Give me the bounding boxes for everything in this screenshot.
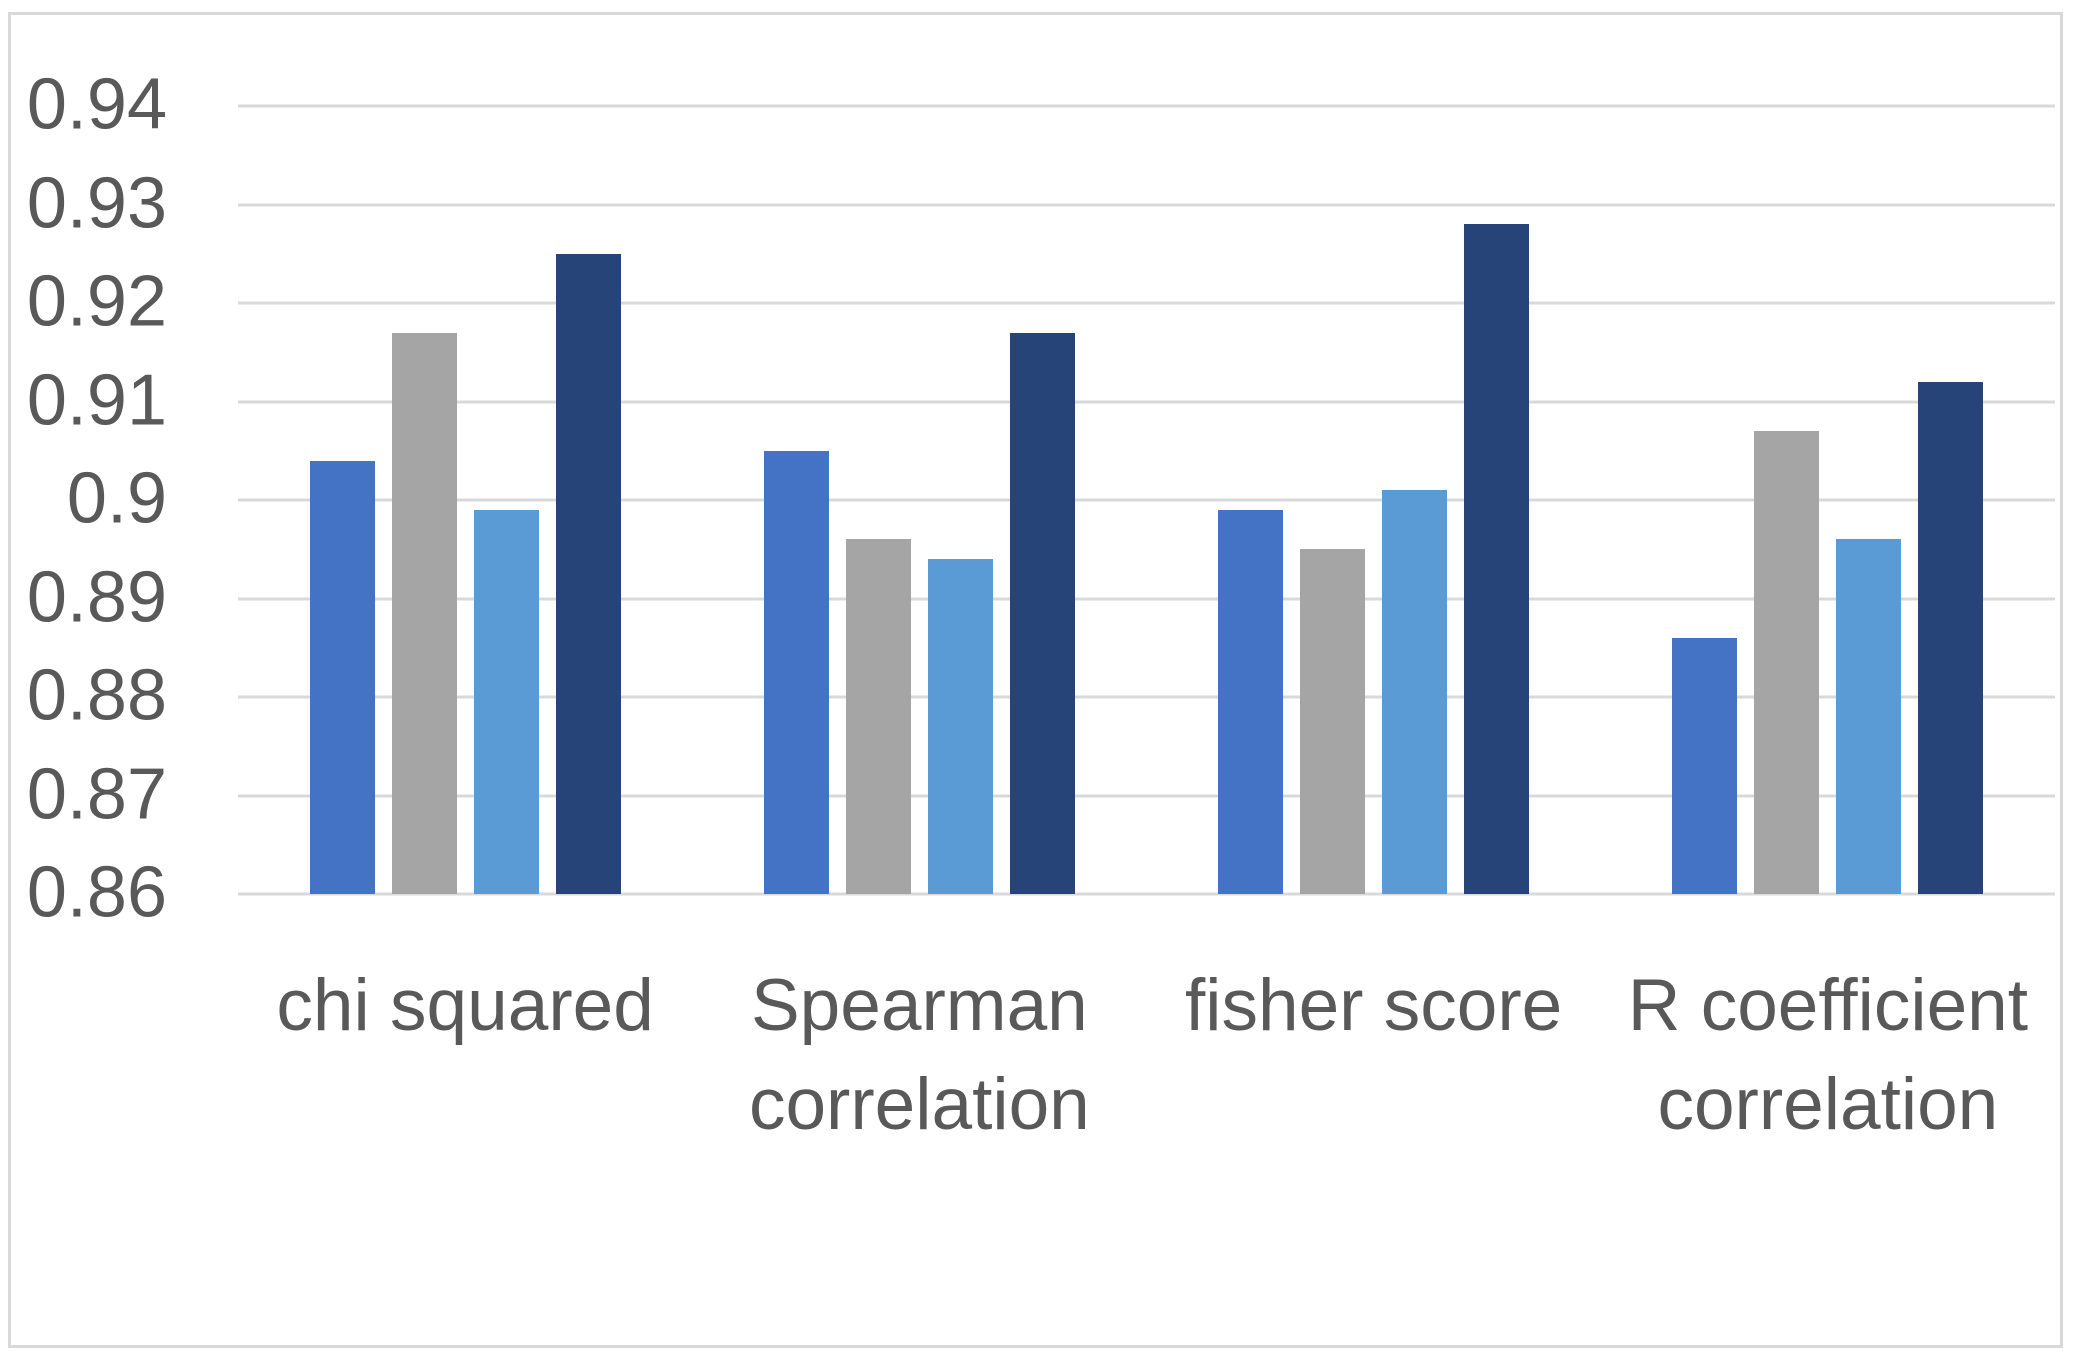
y-axis-tick-label: 0.94 <box>26 64 167 145</box>
bar-r-coefficient-correlation-series1 <box>1672 637 1738 894</box>
y-axis-tick-label: 0.91 <box>26 359 167 440</box>
bar-chi-squared-series3 <box>473 509 539 894</box>
y-axis: 0.94 0.93 0.92 0.91 0.9 0.89 0.88 0.87 0.86 <box>11 15 2060 1345</box>
bar-spearman-correlation-series4 <box>1009 332 1075 894</box>
y-axis-tick-label: 0.9 <box>66 458 167 539</box>
x-axis: chi squared Spearman correlation fisher sco… <box>11 15 2060 1345</box>
y-axis-tick-label: 0.93 <box>26 162 167 243</box>
bar-fisher-score-series3 <box>1382 490 1448 894</box>
x-axis-category-label: fisher score <box>1147 956 1601 1055</box>
gridline <box>238 695 2055 699</box>
gridline <box>238 498 2055 502</box>
y-axis-tick-label: 0.88 <box>26 655 167 736</box>
bar-chi-squared-series2 <box>391 332 457 894</box>
gridline <box>238 203 2055 206</box>
bar-fisher-score-series2 <box>1300 549 1366 894</box>
x-axis-category-label-line: R coefficient <box>1627 965 2029 1046</box>
gridline <box>238 597 2055 600</box>
chart-frame: 0.94 0.93 0.92 0.91 0.9 0.89 0.88 0.87 0.86 chi … <box>8 12 2063 1348</box>
y-axis-tick-label: 0.89 <box>26 556 167 637</box>
bar-spearman-correlation-series1 <box>763 450 829 894</box>
bar-fisher-score-series4 <box>1464 224 1530 894</box>
bar-r-coefficient-correlation-series4 <box>1918 381 1984 894</box>
x-axis-category-label-line: correlation <box>748 1064 1090 1145</box>
bar-chi-squared-series1 <box>309 460 375 894</box>
bar-chi-squared-series4 <box>555 253 621 894</box>
gridline <box>238 301 2055 305</box>
bar-r-coefficient-correlation-series2 <box>1754 431 1820 894</box>
x-axis-category-label-line: chi squared <box>276 965 654 1046</box>
bar-spearman-correlation-series2 <box>845 539 911 894</box>
gridline <box>238 892 2055 896</box>
bar-fisher-score-series1 <box>1218 509 1284 894</box>
x-axis-category-label-line: Spearman <box>750 965 1088 1046</box>
plot-area <box>238 104 2055 896</box>
y-axis-tick-label: 0.86 <box>26 852 167 933</box>
gridline <box>238 794 2055 797</box>
x-axis-category-label-line: fisher score <box>1184 965 1563 1046</box>
x-axis-category-label-line: correlation <box>1657 1064 1999 1145</box>
y-axis-tick-label: 0.92 <box>26 261 167 342</box>
bar-r-coefficient-correlation-series3 <box>1836 539 1902 894</box>
x-axis-category-label: R coefficient correlation <box>1601 956 2055 1154</box>
gridline <box>238 400 2055 403</box>
x-axis-category-label: Spearman correlation <box>692 956 1146 1154</box>
y-axis-tick-label: 0.87 <box>26 753 167 834</box>
bar-spearman-correlation-series3 <box>927 559 993 894</box>
gridline <box>238 104 2055 108</box>
x-axis-category-label: chi squared <box>238 956 692 1055</box>
